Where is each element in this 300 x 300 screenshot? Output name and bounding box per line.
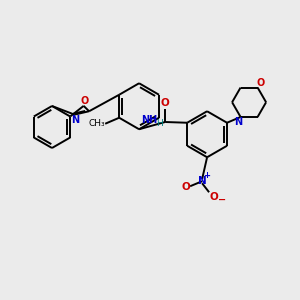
Text: O: O: [256, 77, 265, 88]
Text: O: O: [210, 192, 218, 202]
Text: N: N: [198, 176, 206, 186]
Text: H: H: [156, 119, 163, 128]
Text: N: N: [235, 117, 243, 127]
Text: O: O: [80, 96, 89, 106]
Text: −: −: [218, 195, 226, 205]
Text: O: O: [161, 98, 170, 108]
Text: NH: NH: [141, 115, 157, 124]
Text: O: O: [182, 182, 190, 192]
Text: CH₃: CH₃: [89, 119, 106, 128]
Text: +: +: [204, 171, 211, 180]
Text: N: N: [71, 115, 80, 124]
